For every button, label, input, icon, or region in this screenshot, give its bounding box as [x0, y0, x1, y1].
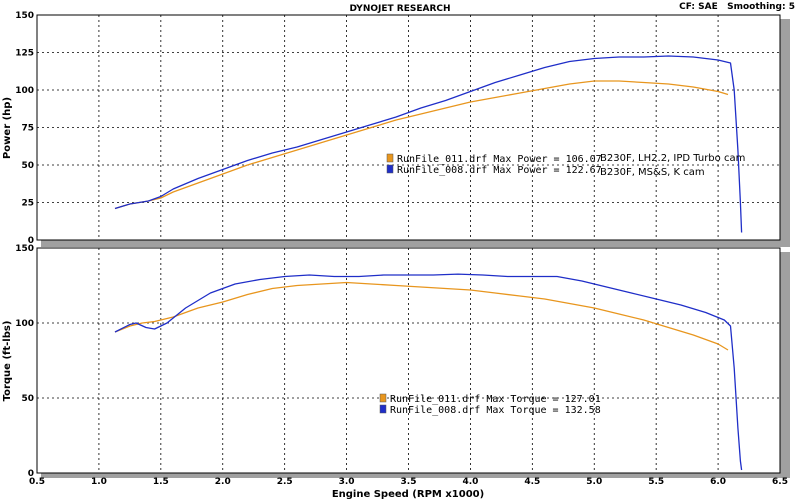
- chart-title: DYNOJET RESEARCH: [349, 4, 450, 14]
- power-legend: RunFile_011.drf Max Power = 106.07 RunFi…: [386, 153, 602, 176]
- torque-y-tick-label: 100: [15, 319, 34, 329]
- torque-panel: 0 50 100 150 0.5 1.0 1.5 2.0 2.5 3.0 3.5 4.0 4.5 5.0…: [2, 244, 790, 499]
- torque-y-axis-label: Torque (ft-lbs): [2, 321, 13, 402]
- x-tick-label: 4.0: [462, 477, 478, 487]
- x-tick-label: 4.5: [524, 477, 540, 487]
- legend-label-run011-torque: RunFile_011.drf Max Torque = 127.01: [390, 394, 601, 405]
- x-tick-label: 3.5: [401, 477, 417, 487]
- x-tick-labels: 0.5 1.0 1.5 2.0 2.5 3.0 3.5 4.0 4.5 5.0 5.5 6.0 6.5: [29, 477, 788, 487]
- legend-swatch-run008-power: [386, 164, 394, 174]
- power-series-line-runfile-008-drf: [114, 55, 743, 233]
- legend-label-run008-power: RunFile_008.drf Max Power = 122.67: [397, 165, 602, 176]
- torque-series-group: [114, 273, 743, 471]
- power-y-tick-label: 50: [21, 161, 34, 171]
- x-tick-label: 0.5: [29, 477, 45, 487]
- x-tick-label: 2.0: [215, 477, 231, 487]
- power-y-tick-labels: 0 25 50 75 100 125 150: [15, 11, 34, 246]
- power-y-tick-label: 125: [15, 49, 34, 59]
- torque-gridlines: [37, 248, 780, 473]
- legend-label-run011-power: RunFile_011.drf Max Power = 106.07: [397, 154, 602, 165]
- x-axis-label: Engine Speed (RPM x1000): [332, 489, 484, 499]
- x-tick-label: 1.0: [91, 477, 107, 487]
- annotation-run008-setup: B230F, MS&S, K cam: [600, 167, 705, 178]
- legend-swatch-run011-power: [386, 153, 394, 163]
- torque-legend: RunFile_011.drf Max Torque = 127.01 RunF…: [379, 393, 601, 416]
- torque-y-tick-label: 150: [15, 244, 34, 254]
- power-series-group: [114, 55, 743, 233]
- torque-series-line-runfile-008-drf: [114, 273, 743, 471]
- torque-y-tick-label: 50: [21, 394, 34, 404]
- x-tick-label: 5.5: [648, 477, 664, 487]
- power-y-tick-label: 0: [28, 236, 34, 246]
- power-y-tick-label: 75: [21, 124, 34, 134]
- power-y-axis-label: Power (hp): [2, 97, 13, 159]
- torque-series-line-runfile-011-drf: [114, 281, 729, 351]
- power-y-tick-label: 150: [15, 11, 34, 21]
- legend-swatch-run008-torque: [379, 404, 387, 414]
- x-tick-label: 5.0: [586, 477, 602, 487]
- power-gridlines: [37, 15, 780, 240]
- annotation-run011-setup: B230F, LH2.2, IPD Turbo cam: [600, 153, 745, 164]
- x-tick-label: 1.5: [153, 477, 169, 487]
- power-y-tick-label: 25: [21, 199, 34, 209]
- torque-plot-area: [36, 247, 781, 474]
- x-tick-label: 2.5: [277, 477, 293, 487]
- power-panel: 0 25 50 75 100 125 150 Power (hp) RunFile_011.…: [2, 11, 790, 247]
- legend-swatch-run011-torque: [379, 393, 387, 403]
- torque-y-tick-labels: 0 50 100 150: [15, 244, 34, 479]
- x-tick-label: 6.0: [710, 477, 726, 487]
- legend-label-run008-torque: RunFile_008.drf Max Torque = 132.58: [390, 405, 601, 416]
- settings-readout: CF: SAE Smoothing: 5: [679, 2, 795, 12]
- power-y-tick-label: 100: [15, 86, 34, 96]
- power-series-line-runfile-011-drf: [114, 80, 729, 210]
- torque-y-tick-label: 0: [28, 469, 34, 479]
- x-tick-label: 3.0: [339, 477, 355, 487]
- x-tick-label: 6.5: [772, 477, 788, 487]
